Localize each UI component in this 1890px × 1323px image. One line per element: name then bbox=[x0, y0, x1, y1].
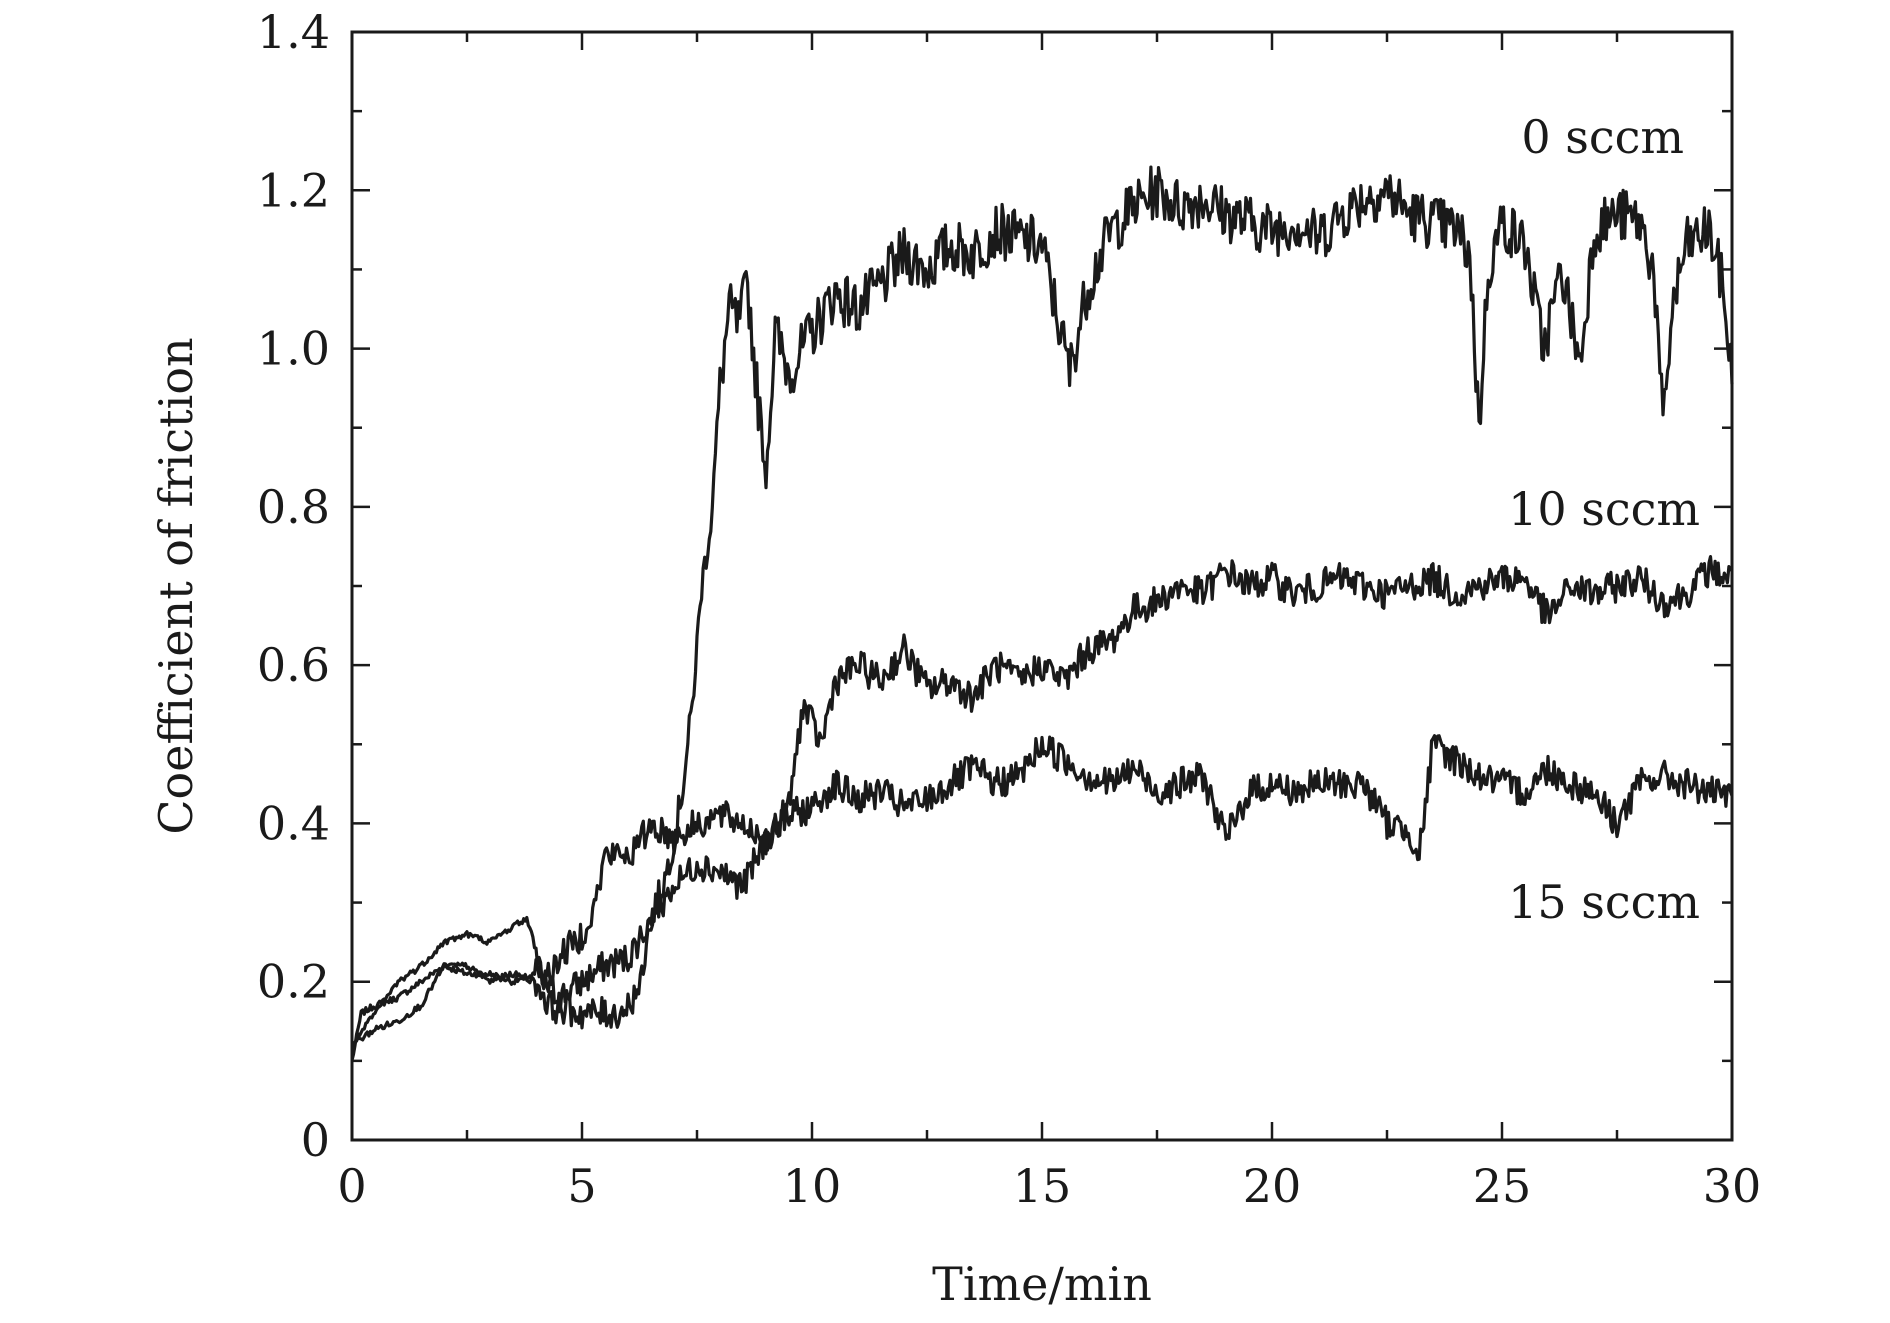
x-axis-title: Time/min bbox=[932, 1257, 1152, 1311]
y-axis-title: Coefficient of friction bbox=[149, 337, 203, 834]
x-tick-label: 30 bbox=[1703, 1159, 1762, 1213]
series-line bbox=[350, 165, 1734, 1061]
series-label: 10 sccm bbox=[1508, 482, 1700, 536]
y-tick-label: 0.6 bbox=[257, 638, 330, 692]
y-tick-label: 1.0 bbox=[257, 322, 330, 376]
x-tick-label: 0 bbox=[337, 1159, 366, 1213]
x-tick-label: 5 bbox=[567, 1159, 596, 1213]
y-tick-label: 0.4 bbox=[257, 796, 330, 850]
series-line bbox=[351, 734, 1734, 1047]
x-tick-label: 20 bbox=[1243, 1159, 1302, 1213]
y-tick-label: 0.8 bbox=[257, 480, 330, 534]
x-tick-label: 15 bbox=[1013, 1159, 1072, 1213]
x-tick-label: 10 bbox=[783, 1159, 842, 1213]
tick-labels: 0 5 10 15 20 25 30 0 0.2 0.4 0.6 0.8 1.0 1.2 1.4 bbox=[257, 5, 1761, 1213]
y-tick-label: 0 bbox=[301, 1113, 330, 1167]
y-tick-label: 1.2 bbox=[257, 163, 330, 217]
data-series bbox=[350, 165, 1734, 1061]
plot-frame bbox=[350, 30, 1734, 1142]
series-label: 0 sccm bbox=[1521, 110, 1684, 164]
series-labels: 0 sccm 10 sccm 15 sccm bbox=[1508, 110, 1700, 929]
y-tick-label: 0.2 bbox=[257, 955, 330, 1009]
x-tick-label: 25 bbox=[1473, 1159, 1532, 1213]
y-tick-label: 1.4 bbox=[257, 5, 330, 59]
axis-ticks bbox=[350, 30, 1734, 1142]
series-line bbox=[350, 554, 1733, 1049]
series-label: 15 sccm bbox=[1508, 875, 1700, 929]
